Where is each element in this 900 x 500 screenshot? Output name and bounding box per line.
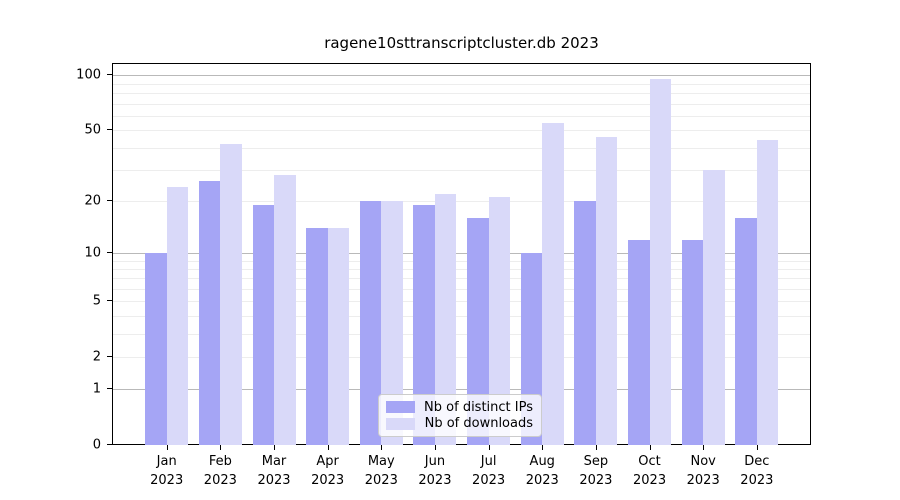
x-tick-label-may: May 2023 bbox=[364, 454, 398, 488]
gridline-10 bbox=[113, 252, 810, 254]
y-tick-label-10: 10 bbox=[84, 245, 101, 261]
gridline-70 bbox=[113, 103, 810, 105]
bar-distinct-ips-feb bbox=[198, 181, 221, 445]
x-tick-aug bbox=[542, 445, 544, 450]
gridline-2 bbox=[113, 357, 810, 358]
x-tick-label-sep: Sep 2023 bbox=[579, 454, 613, 488]
bar-downloads-sep bbox=[595, 136, 618, 445]
legend-swatch-distinct-ips bbox=[386, 401, 415, 414]
gridline-30 bbox=[113, 169, 810, 171]
x-tick-label-jul: Jul 2023 bbox=[472, 454, 506, 488]
x-tick-jan bbox=[166, 445, 168, 450]
gridline-100 bbox=[113, 75, 810, 77]
y-tick-label-2: 2 bbox=[92, 349, 101, 365]
legend-item-distinct-ips: Nb of distinct IPs bbox=[386, 399, 533, 415]
x-tick-oct bbox=[649, 445, 651, 450]
x-tick-feb bbox=[220, 445, 222, 450]
legend-item-downloads: Nb of downloads bbox=[386, 416, 533, 432]
y-tick-label-5: 5 bbox=[92, 293, 101, 309]
y-tick-label-20: 20 bbox=[84, 193, 101, 209]
y-tick-1 bbox=[107, 388, 112, 390]
gridline-20 bbox=[113, 201, 810, 203]
bar-downloads-jun bbox=[434, 193, 457, 445]
bar-downloads-oct bbox=[649, 79, 672, 445]
y-tick-label-100: 100 bbox=[76, 67, 101, 83]
x-tick-label-nov: Nov 2023 bbox=[686, 454, 720, 488]
gridline-9 bbox=[113, 260, 810, 262]
bar-distinct-ips-sep bbox=[574, 201, 596, 445]
legend-label-downloads: Nb of downloads bbox=[424, 416, 533, 432]
plot-area bbox=[112, 63, 811, 445]
x-tick-label-dec: Dec 2023 bbox=[740, 454, 774, 488]
y-tick-label-0: 0 bbox=[92, 437, 101, 453]
gridline-40 bbox=[113, 147, 810, 149]
x-tick-label-feb: Feb 2023 bbox=[203, 454, 237, 488]
legend-swatch-downloads bbox=[386, 417, 415, 430]
gridline-6 bbox=[113, 289, 810, 291]
bar-downloads-nov bbox=[703, 169, 725, 445]
y-tick-label-50: 50 bbox=[84, 122, 101, 138]
gridline-3 bbox=[113, 333, 810, 335]
x-tick-jun bbox=[434, 445, 436, 450]
x-tick-apr bbox=[327, 445, 329, 450]
bar-distinct-ips-jul bbox=[467, 218, 489, 445]
x-tick-label-apr: Apr 2023 bbox=[311, 454, 345, 488]
y-tick-100 bbox=[107, 74, 112, 76]
x-tick-may bbox=[381, 445, 383, 450]
bar-distinct-ips-oct bbox=[628, 239, 650, 445]
y-tick-2 bbox=[107, 356, 112, 357]
x-tick-sep bbox=[595, 445, 597, 450]
gridline-80 bbox=[113, 93, 810, 94]
x-tick-label-aug: Aug 2023 bbox=[525, 454, 559, 488]
gridline-50 bbox=[113, 130, 810, 132]
bar-distinct-ips-may bbox=[359, 201, 382, 445]
x-tick-mar bbox=[274, 445, 275, 450]
bar-distinct-ips-apr bbox=[306, 228, 328, 445]
x-tick-label-oct: Oct 2023 bbox=[633, 454, 667, 488]
legend: Nb of distinct IPs Nb of downloads bbox=[378, 394, 542, 437]
y-tick-label-1: 1 bbox=[92, 381, 101, 397]
bar-downloads-may bbox=[381, 201, 403, 445]
legend-label-distinct-ips: Nb of distinct IPs bbox=[424, 399, 533, 415]
bar-downloads-dec bbox=[756, 140, 779, 445]
bar-distinct-ips-jun bbox=[413, 205, 435, 445]
gridline-8 bbox=[113, 269, 810, 270]
x-tick-label-jan: Jan 2023 bbox=[150, 454, 184, 488]
gridline-1 bbox=[113, 389, 810, 391]
bar-distinct-ips-nov bbox=[681, 239, 704, 445]
bar-distinct-ips-dec bbox=[735, 218, 757, 445]
gridline-7 bbox=[113, 278, 810, 280]
bar-downloads-feb bbox=[220, 143, 242, 445]
bar-downloads-aug bbox=[542, 122, 564, 445]
bar-downloads-mar bbox=[274, 175, 296, 445]
bar-distinct-ips-mar bbox=[252, 205, 274, 445]
bar-downloads-apr bbox=[327, 228, 350, 445]
y-tick-50 bbox=[107, 129, 112, 131]
x-tick-label-jun: Jun 2023 bbox=[418, 454, 452, 488]
y-tick-10 bbox=[107, 251, 112, 253]
x-tick-dec bbox=[756, 445, 758, 450]
gridline-4 bbox=[113, 316, 810, 318]
gridline-90 bbox=[113, 83, 810, 85]
gridline-5 bbox=[113, 301, 810, 303]
x-tick-jul bbox=[488, 445, 490, 450]
bar-downloads-jan bbox=[166, 187, 189, 445]
chart-title: ragene10sttranscriptcluster.db 2023 bbox=[324, 34, 599, 52]
y-tick-0 bbox=[107, 444, 112, 445]
x-tick-label-mar: Mar 2023 bbox=[257, 454, 291, 488]
y-tick-20 bbox=[107, 200, 112, 202]
bar-downloads-jul bbox=[488, 197, 511, 445]
x-tick-nov bbox=[703, 445, 705, 450]
y-tick-5 bbox=[107, 300, 112, 302]
bar-distinct-ips-jan bbox=[145, 252, 167, 445]
gridline-60 bbox=[113, 115, 810, 117]
